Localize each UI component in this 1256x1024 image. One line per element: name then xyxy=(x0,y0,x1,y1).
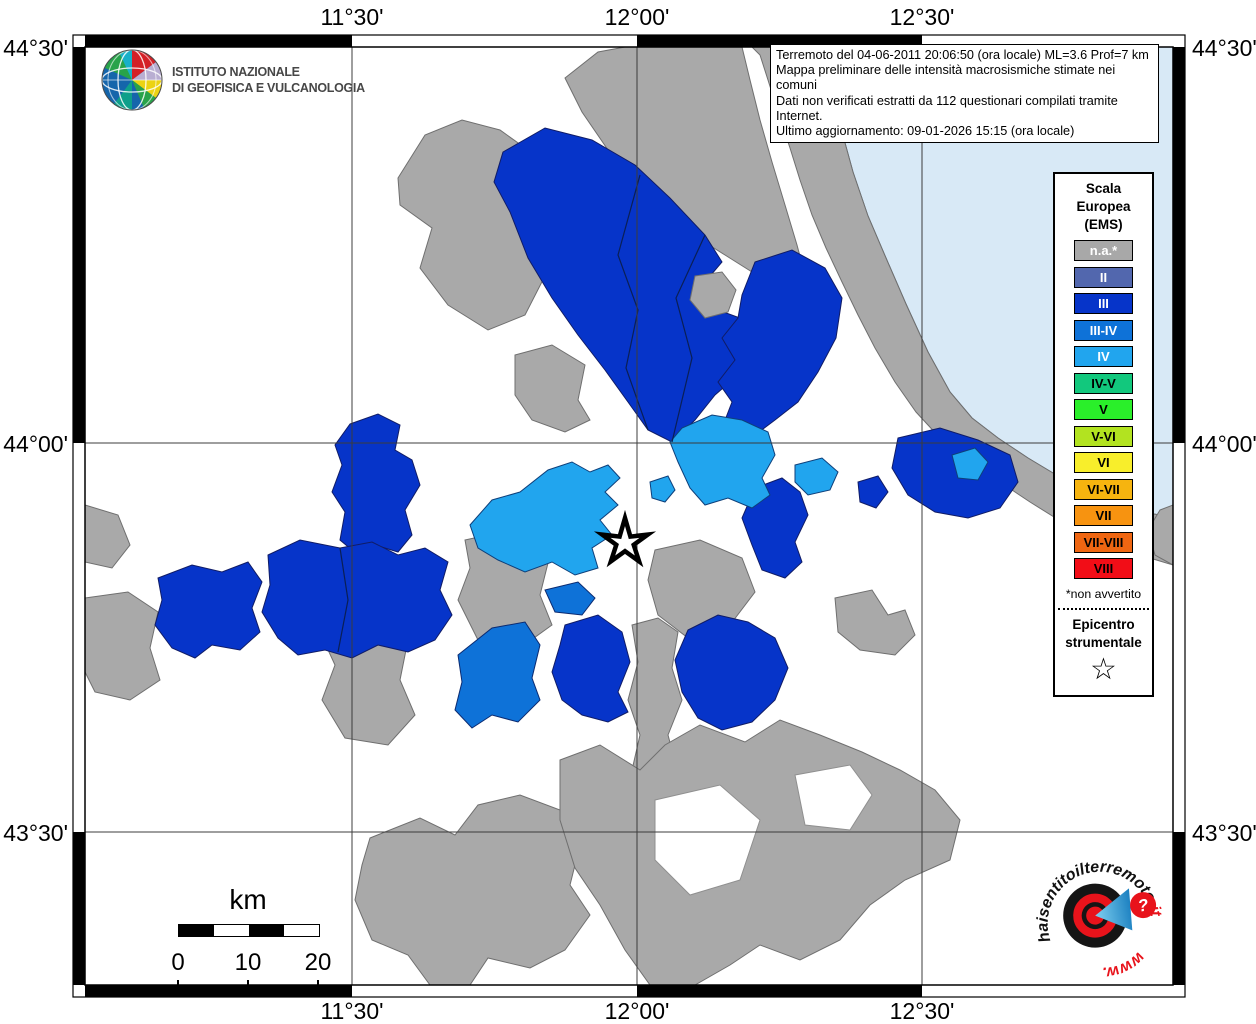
legend-epicenter-line1: Epicentro xyxy=(1072,617,1135,633)
legend-epicenter-line2: strumentale xyxy=(1065,634,1142,650)
scale-num-0: 0 xyxy=(171,949,185,976)
ingv-logo: ISTITUTO NAZIONALE DI GEOFISICA E VULCAN… xyxy=(100,48,365,112)
info-data-line: Dati non verificati estratti da 112 ques… xyxy=(776,93,1118,123)
legend-swatch-II: II xyxy=(1074,266,1133,288)
map-region-east-gray-1 xyxy=(834,589,916,656)
axis-left-lat-3: 43°30' xyxy=(3,820,68,846)
legend-swatch-VI-VII: VI-VII xyxy=(1074,478,1133,500)
legend-swatch-n.a.*: n.a.* xyxy=(1074,240,1133,262)
legend-title-line2: Europea xyxy=(1076,199,1131,215)
axis-top-lon-2: 12°00' xyxy=(604,4,670,30)
bullseye-core xyxy=(1086,906,1105,925)
map-region-boundary-3 xyxy=(337,547,349,653)
scale-tick-20 xyxy=(317,980,319,988)
map-region-south-west-mass xyxy=(354,794,591,985)
map-region-west-lower xyxy=(85,591,161,701)
legend-swatch-list: n.a.* II III III-IV IV IV-V V V-VI VI VI-VII VII VI… xyxy=(1055,240,1152,580)
map-region-small-east-III xyxy=(857,475,889,509)
map-region-west-cluster-III-north xyxy=(331,413,421,556)
graticule-lines xyxy=(85,47,1173,985)
ingv-title: ISTITUTO NAZIONALE DI GEOFISICA E VULCAN… xyxy=(172,64,365,96)
epicenter-star xyxy=(593,509,657,568)
legend-title-line3: (EMS) xyxy=(1084,217,1123,233)
legend-epicenter-label: Epicentro strumentale xyxy=(1055,616,1152,651)
axis-bottom-lon-2: 12°00' xyxy=(604,998,670,1024)
legend-swatch-IV: IV xyxy=(1074,346,1133,368)
map-region-southwest-III-IV xyxy=(454,621,541,729)
map-region-small-IV-a xyxy=(794,457,839,496)
map-region-west-edge xyxy=(85,504,131,569)
ingv-globe-icon xyxy=(101,49,163,111)
scale-numbers: 0 10 20 xyxy=(160,949,340,977)
ingv-title-line1: ISTITUTO NAZIONALE xyxy=(172,65,300,79)
scale-unit-label: km xyxy=(229,884,267,915)
legend-title: Scala Europea (EMS) xyxy=(1055,180,1152,235)
map-inner-border xyxy=(84,46,1174,986)
legend-swatch-V: V xyxy=(1074,399,1133,421)
legend-star-icon: ☆ xyxy=(1090,653,1117,687)
axis-bottom-lon-3: 12°30' xyxy=(889,998,955,1024)
legend-swatch-III-IV: III-IV xyxy=(1074,319,1133,341)
info-updated-line: Ultimo aggiornamento: 09-01-2026 15:15 (… xyxy=(776,124,1075,139)
legend-swatch-VIII: VIII xyxy=(1074,558,1133,580)
svg-text:www.: www. xyxy=(1098,947,1150,982)
map-region-boundary-2 xyxy=(671,234,706,443)
ingv-title-line2: DI GEOFISICA E VULCANOLOGIA xyxy=(172,81,365,95)
scale-bar-graphic xyxy=(178,924,320,937)
legend-title-line1: Scala xyxy=(1085,181,1122,196)
map-region-gray-enclave xyxy=(689,271,737,319)
axis-right-lat-2: 44°00' xyxy=(1192,431,1256,457)
map-scale-bar: km 0 10 20 xyxy=(160,884,340,988)
axis-right-lat-3: 43°30' xyxy=(1192,820,1256,846)
legend-swatch-IV-V: IV-V xyxy=(1074,372,1133,394)
site-logo-group: haisentitoilterremoto.it www. ? xyxy=(1028,850,1164,982)
legend-divider xyxy=(1058,608,1149,611)
haisentitoilterremoto-logo: haisentitoilterremoto.it www. ? xyxy=(1028,850,1164,982)
map-region-south-hole-2 xyxy=(794,764,873,831)
earthquake-info-box: Terremoto del 04-06-2011 20:06:50 (ora l… xyxy=(770,44,1159,144)
question-badge xyxy=(1130,892,1157,919)
axis-left-lat-2: 44°00' xyxy=(3,431,68,457)
megaphone-cone xyxy=(1095,888,1133,931)
question-mark: ? xyxy=(1136,895,1150,916)
scale-tick-10 xyxy=(247,980,249,988)
info-map-type-line: Mappa preliminare delle intensità macros… xyxy=(776,63,1116,93)
legend-swatch-VII-VIII: VII-VIII xyxy=(1074,531,1133,553)
scale-num-10: 10 xyxy=(234,949,262,976)
map-region-northeast-of-star-IV xyxy=(669,414,776,509)
map-region-south-hole-1 xyxy=(654,784,761,896)
axis-top-lon-3: 12°30' xyxy=(889,4,955,30)
map-region-west-cluster-III-main xyxy=(261,539,453,659)
legend-swatch-V-VI: V-VI xyxy=(1074,425,1133,447)
map-region-far-east-III xyxy=(891,427,1019,519)
scale-tick-0 xyxy=(177,980,179,988)
legend-swatch-III: III xyxy=(1074,293,1133,315)
map-region-south-center-III xyxy=(551,614,631,723)
map-region-south-east-III xyxy=(674,614,789,731)
map-region-small-IV-b xyxy=(951,447,989,481)
map-region-small-IV-c xyxy=(649,475,676,503)
scale-num-20: 20 xyxy=(304,949,332,976)
legend-footnote: *non avvertito xyxy=(1065,587,1142,602)
axis-bottom-lon-1: 11°30' xyxy=(320,998,384,1024)
map-region-boundary-1 xyxy=(617,174,649,431)
axis-right-lat-1: 44°30' xyxy=(1192,35,1256,61)
map-region-center-III-IV xyxy=(544,581,596,616)
axis-left-lat-1: 44°30' xyxy=(3,35,68,61)
info-event-line: Terremoto del 04-06-2011 20:06:50 (ora l… xyxy=(776,48,1149,62)
ems-legend: Scala Europea (EMS) n.a.* II III III-IV IV IV… xyxy=(1053,172,1154,698)
map-region-west-of-star-IV xyxy=(469,461,621,576)
site-logo-www: www. xyxy=(1098,947,1150,982)
legend-swatch-VI: VI xyxy=(1074,452,1133,474)
axis-top-lon-1: 11°30' xyxy=(320,4,384,30)
map-region-northwest-small xyxy=(514,344,591,433)
legend-swatch-VII: VII xyxy=(1074,505,1133,527)
map-region-west-island-III xyxy=(154,561,263,659)
